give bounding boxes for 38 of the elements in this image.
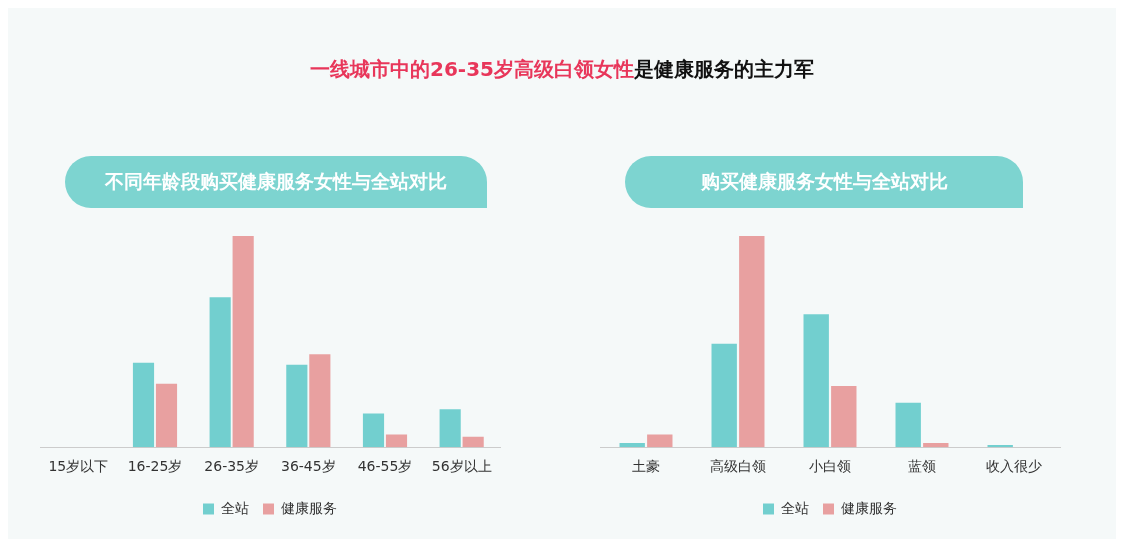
- legend-label: 健康服务: [281, 499, 337, 516]
- bar: [647, 434, 673, 448]
- bar: [462, 436, 484, 448]
- x-tick-label: 高级白领: [710, 458, 766, 475]
- bar: [132, 362, 155, 448]
- bar: [309, 354, 331, 448]
- x-tick-label: 收入很少: [986, 458, 1042, 475]
- x-tick-label: 16-25岁: [127, 458, 183, 475]
- x-tick-label: 56岁以上: [431, 458, 492, 475]
- bar: [286, 364, 308, 448]
- bar: [895, 402, 921, 448]
- bar: [923, 442, 949, 448]
- chart-title: 购买健康服务女性与全站对比: [700, 169, 948, 194]
- chart-title: 不同年龄段购买健康服务女性与全站对比: [105, 169, 447, 194]
- x-tick-label: 土豪: [632, 458, 660, 475]
- bar: [739, 236, 765, 448]
- legend-label: 全站: [781, 499, 809, 516]
- text: 一线城市中的26-35岁高级白领女性: [310, 57, 634, 81]
- bar: [831, 385, 857, 448]
- bar: [711, 343, 737, 448]
- bar: [439, 409, 461, 448]
- bar: [155, 383, 178, 448]
- x-tick-label: 26-35岁: [204, 458, 260, 475]
- x-tick-label: 36-45岁: [280, 458, 336, 475]
- x-tick-label: 蓝领: [908, 458, 936, 475]
- x-tick-label: 46-55岁: [357, 458, 413, 475]
- legend-label: 健康服务: [841, 499, 897, 516]
- bar: [232, 236, 254, 448]
- x-tick-label: 15岁以下: [48, 458, 109, 475]
- x-tick-label: 小白领: [809, 458, 851, 475]
- bar: [385, 434, 408, 448]
- text: 是健康服务的主力军: [633, 57, 814, 81]
- bar: [619, 442, 645, 448]
- bar: [987, 445, 1013, 448]
- bar: [803, 314, 829, 448]
- bar: [209, 297, 231, 448]
- bar: [362, 413, 385, 448]
- legend-label: 全站: [221, 499, 249, 516]
